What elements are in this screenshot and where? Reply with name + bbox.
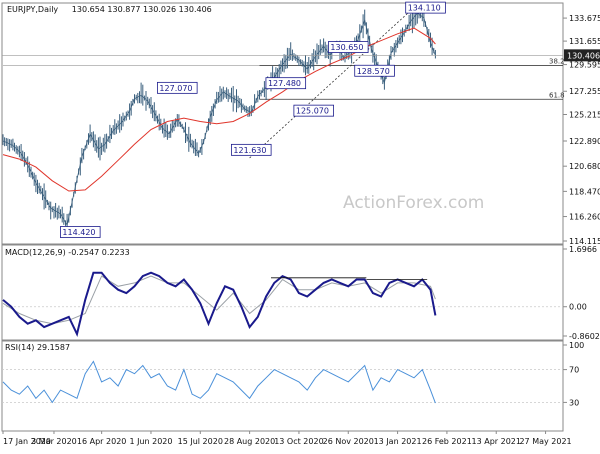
price-label-box [60, 226, 101, 238]
rsi-ytick-label: 100 [569, 341, 584, 350]
x-tick-label: 26 Nov 2020 [323, 437, 374, 446]
x-tick-label: 15 Jul 2020 [178, 437, 223, 446]
macd-ytick-label: 1.6966 [569, 245, 597, 254]
rsi-title: RSI(14) 29.1587 [5, 343, 70, 352]
price-label: 134.110 [408, 4, 441, 13]
price-close-line [2, 12, 436, 227]
price-label: 121.630 [233, 146, 266, 155]
price-ohlc: 130.654 130.877 130.026 130.406 [72, 5, 212, 14]
macd-title: MACD(12,26,9) -0.2547 0.2233 [5, 248, 130, 257]
fib-level-label: 61.8 [549, 91, 565, 99]
price-panel: EURJPY,Daily 130.654 130.877 130.026 130… [1, 1, 600, 246]
x-tick-label: 13 Oct 2020 [274, 437, 323, 446]
price-label: 130.650 [330, 43, 363, 52]
price-label: 125.070 [296, 107, 329, 116]
macd-line [2, 271, 437, 337]
macd-panel: MACD(12,26,9) -0.2547 0.2233 1.6966 0.00 -… [1, 244, 600, 341]
x-tick-label: 3 Mar 2020 [31, 437, 77, 446]
watermark: ActionForex.com [343, 193, 484, 213]
price-ytick-label: 131.655 [569, 37, 600, 46]
price-label-box [231, 143, 272, 156]
x-tick-label: 17 Jan 2020 [3, 437, 51, 446]
price-label-box [265, 77, 307, 90]
price-label: 127.070 [159, 84, 192, 93]
price-ytick-label: 127.255 [569, 87, 600, 96]
macd-ytick-label: 0.00 [569, 303, 587, 312]
price-title: EURJPY,Daily [7, 5, 58, 14]
price-ytick-label: 114.115 [569, 237, 600, 246]
price-frame [1, 2, 564, 245]
rsi-ytick-label: 70 [569, 366, 579, 375]
price-label-box [328, 41, 369, 53]
price-label: 128.570 [357, 67, 390, 76]
rsi-frame [1, 340, 564, 432]
x-tick-label: 16 Apr 2020 [77, 437, 126, 446]
macd-signal-line [2, 275, 436, 325]
price-ytick-label: 129.595 [569, 61, 600, 70]
x-tick-label: 27 May 2021 [519, 437, 571, 446]
price-ytick-label: 120.680 [569, 162, 600, 171]
price-label-box [293, 104, 334, 117]
price-label: 127.480 [268, 79, 301, 88]
price-label-box [405, 1, 446, 14]
x-tick-label: 13 Jan 2021 [374, 437, 422, 446]
price-label: 114.420 [62, 228, 95, 237]
price-label-box [157, 81, 198, 94]
x-tick-label: 13 Apr 2021 [472, 437, 521, 446]
current-price-box [564, 49, 600, 62]
price-ytick-label: 118.470 [569, 187, 600, 196]
ma-line [2, 27, 436, 192]
rsi-ytick-label: 30 [569, 398, 579, 407]
macd-frame [1, 244, 564, 341]
current-price-label: 130.406 [567, 51, 600, 60]
x-tick-label: 26 Feb 2021 [422, 437, 472, 446]
macd-ytick-label: -0.8602 [569, 332, 600, 341]
price-ytick-label: 116.260 [569, 213, 600, 222]
price-ytick-label: 133.675 [569, 14, 600, 23]
price-ytick-label: 122.890 [569, 137, 600, 146]
x-tick-label: 28 Aug 2020 [224, 437, 275, 446]
price-label-box [354, 64, 395, 77]
price-ytick-label: 125.215 [569, 110, 600, 119]
fib-level-label: 38.2 [549, 58, 565, 66]
rsi-line [2, 360, 436, 404]
rsi-panel: RSI(14) 29.1587 100 70 30 [1, 340, 584, 432]
x-tick-label: 1 Jun 2020 [129, 437, 172, 446]
